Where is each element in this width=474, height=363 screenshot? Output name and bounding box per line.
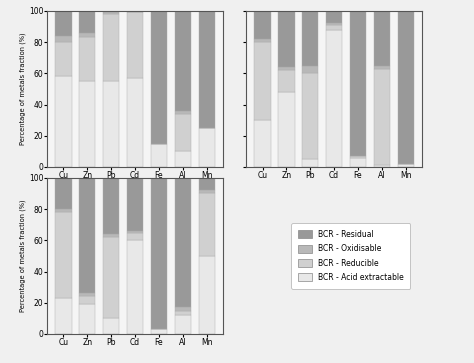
Bar <box>151 178 167 329</box>
Bar <box>278 67 294 70</box>
Bar <box>103 178 119 234</box>
Bar <box>79 11 95 33</box>
Legend: BCR - Residual, BCR - Oxidisable, BCR - Reducible, BCR - Acid extractable: BCR - Residual, BCR - Oxidisable, BCR - … <box>291 223 410 289</box>
Bar <box>175 307 191 310</box>
Bar <box>326 23 342 25</box>
Bar <box>278 70 294 92</box>
Bar <box>175 315 191 334</box>
Y-axis label: Percentage of metals fraction (%): Percentage of metals fraction (%) <box>19 33 26 145</box>
Bar <box>103 237 119 318</box>
Bar <box>127 178 143 231</box>
Bar <box>55 77 72 167</box>
Bar <box>127 11 143 12</box>
Bar <box>127 78 143 167</box>
Bar <box>79 37 95 81</box>
Bar <box>199 11 215 128</box>
Y-axis label: Percentage of metals fraction (%): Percentage of metals fraction (%) <box>19 200 26 312</box>
Bar <box>55 11 72 36</box>
Bar <box>302 11 319 65</box>
Bar <box>350 158 366 167</box>
Bar <box>127 12 143 78</box>
Bar <box>103 81 119 167</box>
Bar <box>350 156 366 158</box>
Bar <box>398 164 414 167</box>
Bar <box>199 190 215 193</box>
Bar <box>175 178 191 307</box>
Bar <box>175 310 191 315</box>
Bar <box>55 42 72 77</box>
Bar <box>55 298 72 334</box>
Bar <box>326 25 342 30</box>
Bar <box>255 42 271 120</box>
Bar <box>151 329 167 334</box>
Bar <box>79 304 95 334</box>
Bar <box>79 293 95 297</box>
Bar <box>199 256 215 334</box>
Bar <box>374 65 390 69</box>
Bar <box>103 12 119 14</box>
Bar <box>302 159 319 167</box>
Bar <box>79 178 95 293</box>
Bar <box>127 240 143 334</box>
Bar <box>255 11 271 39</box>
Bar <box>255 120 271 167</box>
Bar <box>278 11 294 67</box>
Bar <box>278 92 294 167</box>
Bar <box>79 81 95 167</box>
Bar <box>151 143 167 167</box>
Bar <box>374 166 390 167</box>
Bar <box>55 178 72 209</box>
Bar <box>103 14 119 81</box>
Bar <box>103 11 119 12</box>
Bar <box>302 65 319 73</box>
Bar <box>151 11 167 143</box>
Bar <box>175 11 191 111</box>
Bar <box>199 128 215 167</box>
Bar <box>55 36 72 42</box>
Bar <box>199 178 215 190</box>
Bar <box>326 30 342 167</box>
Bar <box>374 69 390 166</box>
Bar <box>55 209 72 212</box>
Bar <box>350 11 366 156</box>
Bar <box>175 151 191 167</box>
Bar <box>255 39 271 42</box>
Bar <box>127 231 143 232</box>
Bar <box>103 318 119 334</box>
Bar <box>55 212 72 298</box>
Bar <box>175 111 191 114</box>
Bar <box>103 234 119 237</box>
Bar <box>398 11 414 164</box>
Bar <box>127 232 143 240</box>
Bar <box>302 73 319 159</box>
Bar <box>175 114 191 151</box>
Bar <box>374 11 390 65</box>
Bar <box>326 11 342 23</box>
Bar <box>199 193 215 256</box>
Bar <box>79 33 95 37</box>
Bar <box>79 297 95 304</box>
